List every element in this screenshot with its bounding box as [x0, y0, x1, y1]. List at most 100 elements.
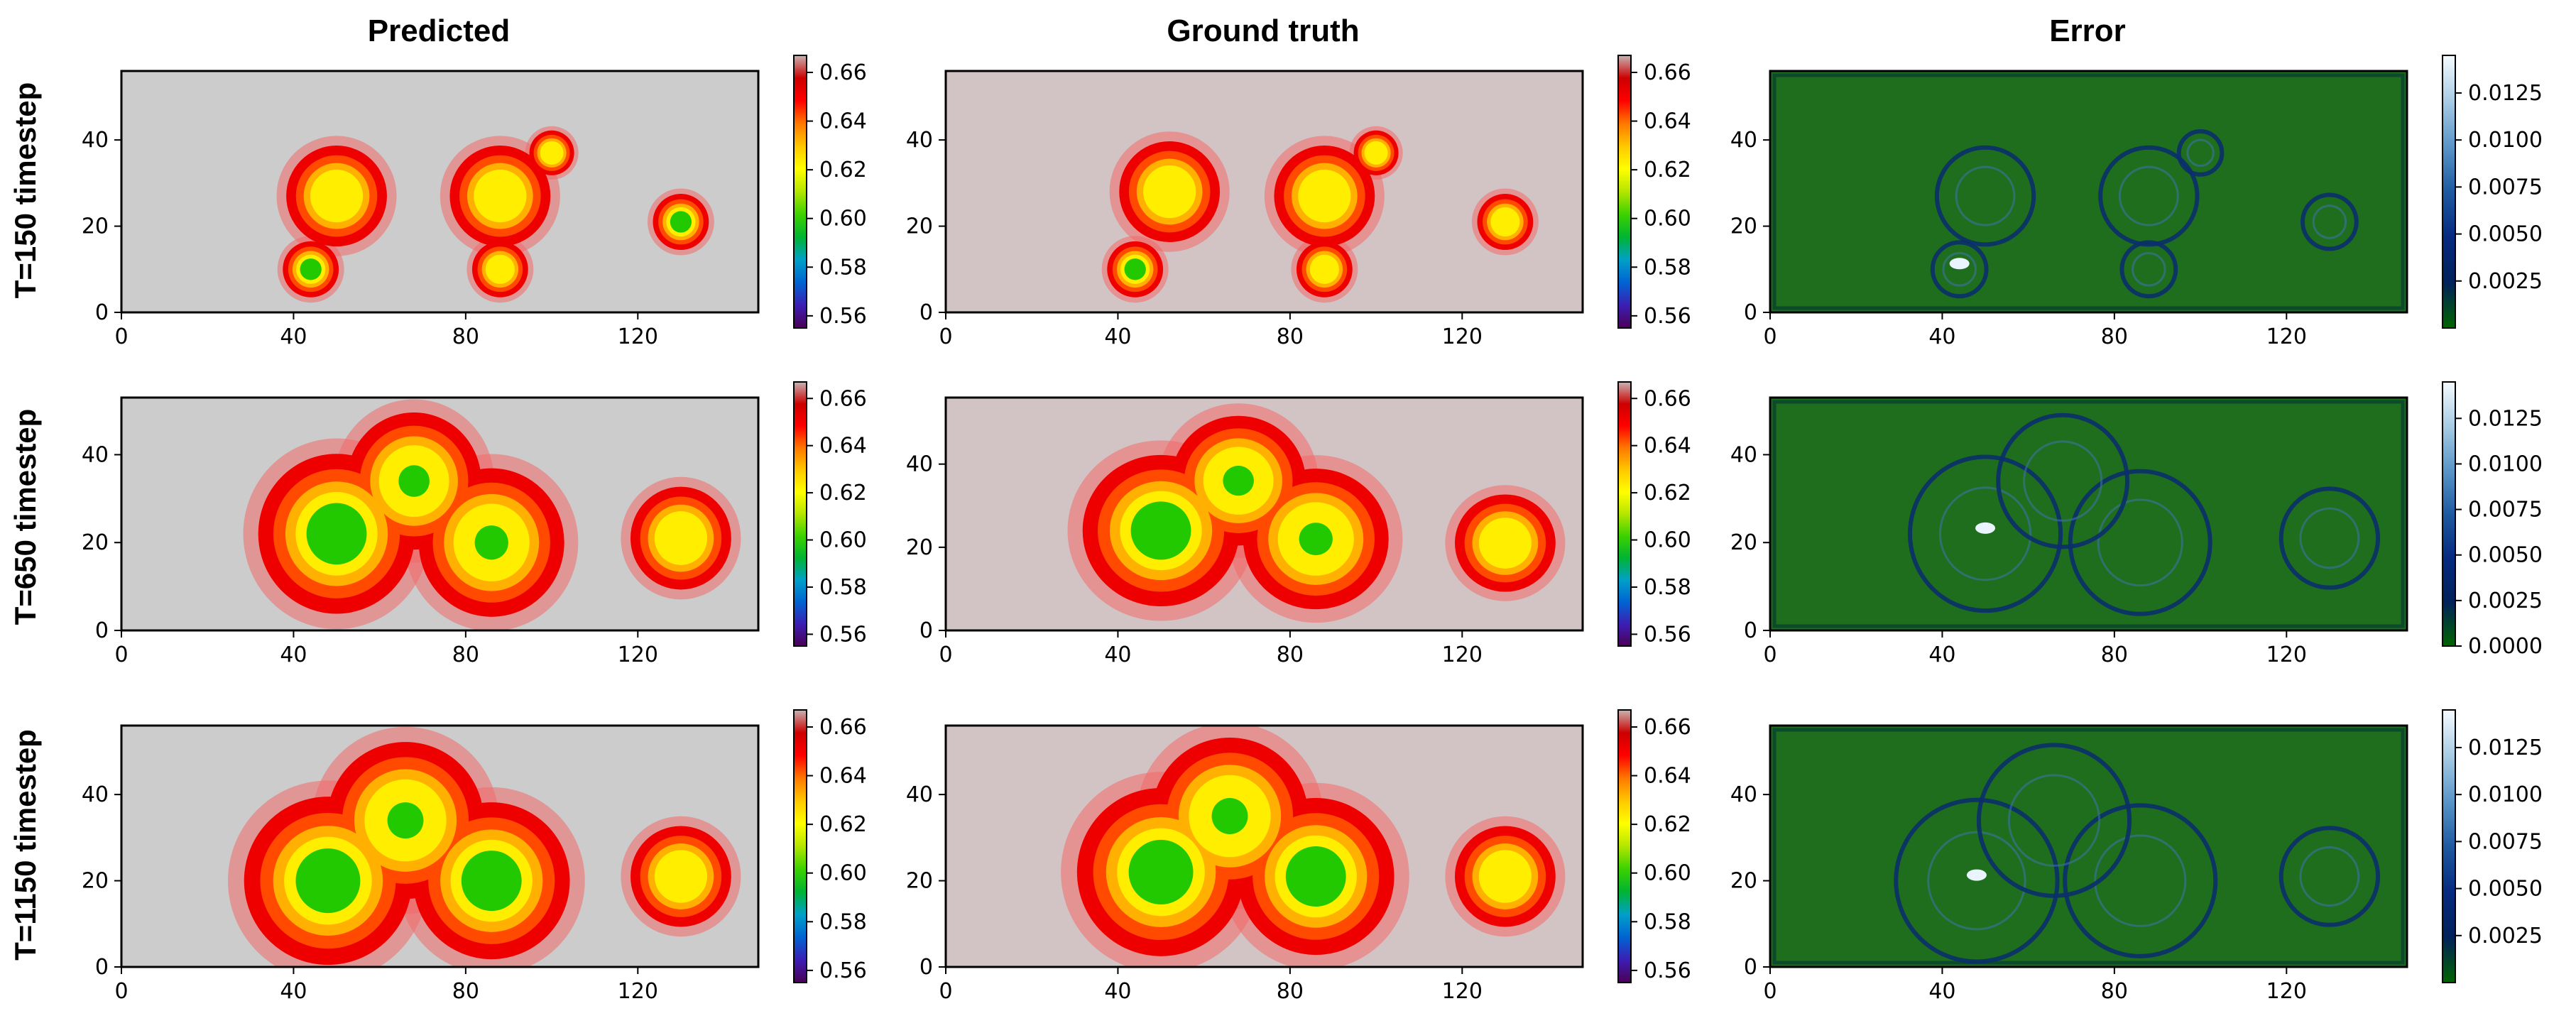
- colorbar-tick-label: 0.62: [819, 812, 867, 837]
- field-blob: [654, 850, 707, 903]
- y-tick-label: 20: [906, 214, 933, 239]
- x-tick-label: 80: [2101, 642, 2128, 667]
- colorbar-tick-label: 0.56: [819, 958, 867, 983]
- field-blob-core: [387, 802, 424, 839]
- row-label-t150: T=150 timestep: [9, 82, 42, 299]
- colorbar-tick-label: 0.60: [819, 207, 867, 231]
- error-contour-inner: [2312, 204, 2347, 239]
- row-label-t1150: T=1150 timestep: [9, 729, 42, 961]
- y-tick-label: 40: [906, 782, 933, 807]
- colorbar-tick-label: 0.56: [1644, 622, 1691, 647]
- axes-frame: [1769, 70, 2408, 314]
- field-blob: [1298, 169, 1351, 223]
- y-tick-label: 0: [95, 618, 109, 643]
- field-blob-core: [1299, 523, 1333, 555]
- x-tick-label: 120: [2266, 324, 2307, 349]
- colorbar-tick-label: 0.66: [1644, 715, 1691, 740]
- colorbar-tick-label: 0.62: [1644, 812, 1691, 837]
- error-contour: [2068, 469, 2212, 616]
- field-blob-core: [1285, 846, 1346, 907]
- colorbar-tick-label: 0.66: [819, 60, 867, 85]
- colorbar-tick-label: 0.62: [1644, 481, 1691, 505]
- y-tick-label: 20: [1730, 530, 1757, 555]
- colorbar-tick-label: 0.0100: [2468, 452, 2543, 476]
- colorbar-tick-label: 0.62: [819, 158, 867, 182]
- x-tick-label: 80: [2101, 324, 2128, 349]
- panel-error-3: 0 40 80 120 0 20 40 0.0025 0.0050 0.0075 0.0100 0.0…: [1730, 709, 2543, 1004]
- colorbar: [793, 381, 807, 647]
- colorbar-tick-label: 0.56: [819, 622, 867, 647]
- heatmap-area: [1770, 71, 2407, 312]
- y-tick-label: 20: [1730, 214, 1757, 239]
- panel-predicted-2: 0 40 80 120 0 20 40 0.56 0.58 0.60 0.62 0.64 0.66: [82, 381, 867, 667]
- colorbar-tick-label: 0.58: [819, 909, 867, 934]
- heatmap-area: [121, 398, 758, 630]
- colorbar-tick-label: 0.0050: [2468, 877, 2543, 902]
- x-tick-label: 0: [1763, 324, 1777, 349]
- colorbar-tick-label: 0.58: [1644, 255, 1691, 280]
- error-border-band: [1772, 73, 2405, 310]
- field-background: [121, 71, 758, 312]
- colorbar: [1617, 55, 1632, 329]
- colorbar-tick-label: 0.0075: [2468, 175, 2543, 199]
- x-tick-label: 120: [618, 979, 658, 1004]
- column-title-ground-truth: Ground truth: [1167, 13, 1359, 48]
- panel-error-2: 0 40 80 120 0 20 40 0.0000 0.0025 0.0050 0.0075 0.0…: [1730, 381, 2543, 667]
- x-tick-label: 120: [2266, 979, 2307, 1004]
- y-tick-label: 0: [95, 300, 109, 325]
- error-contour: [1930, 240, 1989, 299]
- heatmap-area: [121, 726, 758, 967]
- error-contour-inner: [2097, 498, 2183, 587]
- colorbar-tick-label: 0.0025: [2468, 269, 2543, 294]
- colorbar-tick-label: 0.64: [1644, 434, 1691, 459]
- colorbar: [793, 55, 807, 329]
- colorbar-tick-label: 0.58: [1644, 909, 1691, 934]
- colorbar-tick-label: 0.60: [1644, 207, 1691, 231]
- x-tick-label: 80: [452, 979, 479, 1004]
- x-tick-label: 0: [114, 642, 128, 667]
- colorbar-tick-label: 0.58: [1644, 575, 1691, 600]
- y-tick-label: 20: [82, 530, 109, 555]
- y-tick-label: 40: [1730, 442, 1757, 467]
- colorbar-tick-label: 0.64: [1644, 109, 1691, 134]
- error-background: [1770, 726, 2407, 967]
- x-tick-label: 80: [452, 642, 479, 667]
- axes-frame: [120, 70, 760, 314]
- y-tick-label: 0: [95, 955, 109, 980]
- colorbar-tick-label: 0.0050: [2468, 222, 2543, 247]
- y-tick-label: 40: [82, 782, 109, 807]
- heatmap-area: [1770, 726, 2407, 967]
- colorbar-tick-label: 0.58: [819, 575, 867, 600]
- axes-frame: [120, 396, 760, 632]
- colorbar-tick-label: 0.60: [1644, 861, 1691, 886]
- x-tick-label: 0: [1763, 979, 1777, 1004]
- y-tick-label: 20: [906, 535, 933, 560]
- x-tick-label: 40: [1104, 979, 1131, 1004]
- y-tick-label: 40: [1730, 782, 1757, 807]
- field-blob-core: [300, 258, 322, 280]
- y-tick-label: 20: [82, 869, 109, 894]
- x-tick-label: 40: [1104, 324, 1131, 349]
- error-contour: [1996, 412, 2130, 549]
- x-tick-label: 40: [280, 324, 307, 349]
- error-contour: [2098, 145, 2200, 247]
- x-tick-label: 120: [2266, 642, 2307, 667]
- field-blob-core: [474, 525, 508, 560]
- x-tick-label: 0: [939, 324, 952, 349]
- y-tick-label: 40: [906, 128, 933, 153]
- colorbar-tick-label: 0.56: [819, 304, 867, 329]
- column-title-predicted: Predicted: [368, 13, 511, 48]
- error-contour: [1934, 145, 2036, 247]
- x-tick-label: 120: [618, 642, 658, 667]
- panel-ground-truth-1: 0 40 80 120 0 20 40 0.56 0.58 0.60 0.62 0.64 0.66: [906, 55, 1691, 349]
- error-contour-inner: [2118, 165, 2179, 226]
- field-blob: [474, 169, 527, 223]
- x-tick-label: 120: [618, 324, 658, 349]
- field-blob-core: [398, 465, 430, 497]
- error-contour: [2278, 826, 2381, 927]
- colorbar-tick-label: 0.56: [1644, 958, 1691, 983]
- heatmap-area: [121, 71, 758, 312]
- colorbar: [2442, 381, 2456, 647]
- heatmap-area: [1770, 398, 2407, 630]
